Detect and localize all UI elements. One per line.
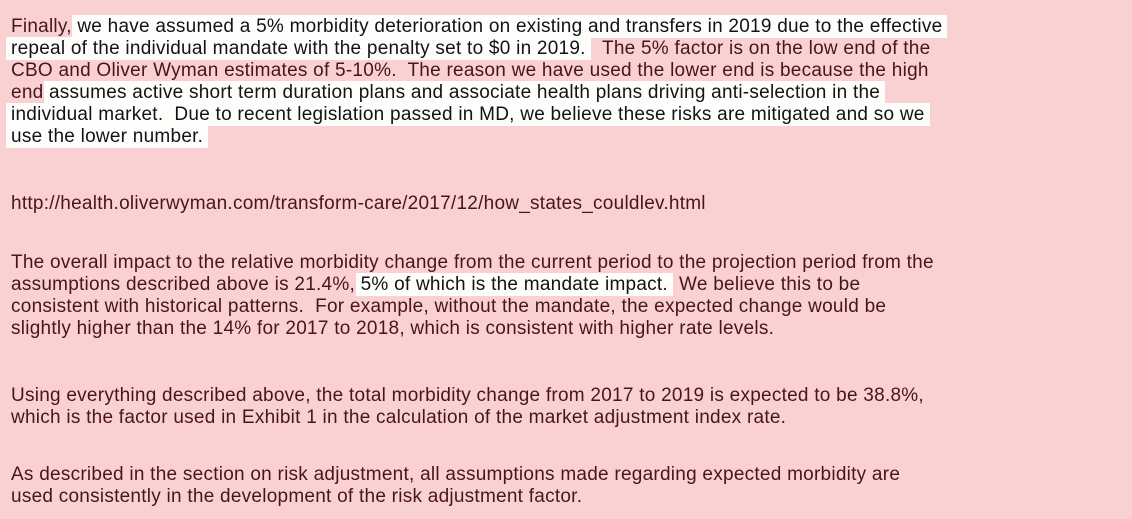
text-line: Finally, we have assumed a 5% morbidity … xyxy=(11,15,1122,38)
text-line: The overall impact to the relative morbi… xyxy=(11,252,1122,274)
source-url-paragraph: http://health.oliverwyman.com/transform-… xyxy=(11,193,1122,215)
text-line: Using everything described above, the to… xyxy=(11,385,1122,407)
document-text: Finally, we have assumed a 5% morbidity … xyxy=(6,15,1122,508)
text-line: assumptions described above is 21.4%, 5%… xyxy=(11,273,1122,296)
highlighted-text: we have assumed a 5% morbidity deteriora… xyxy=(72,15,948,38)
text-line: consistent with historical patterns. For… xyxy=(11,296,1122,318)
overall-impact-paragraph: The overall impact to the relative morbi… xyxy=(11,252,1122,340)
text-segment: http://health.oliverwyman.com/transform-… xyxy=(11,193,706,214)
text-segment: consistent with historical patterns. For… xyxy=(11,296,887,317)
text-line: CBO and Oliver Wyman estimates of 5-10%.… xyxy=(11,60,1122,82)
text-segment: Using everything described above, the to… xyxy=(11,385,924,406)
text-segment: used consistently in the development of … xyxy=(11,486,583,507)
mandate-morbidity-paragraph: Finally, we have assumed a 5% morbidity … xyxy=(6,15,1122,148)
text-segment: end xyxy=(11,82,49,103)
highlighted-text: repeal of the individual mandate with th… xyxy=(6,37,591,60)
risk-adjustment-paragraph: As described in the section on risk adju… xyxy=(11,464,1122,508)
text-segment: We believe this to be xyxy=(667,274,861,295)
highlighted-text: use the lower number. xyxy=(6,125,209,148)
text-line: end assumes active short term duration p… xyxy=(11,81,1122,104)
highlighted-text: assumes active short term duration plans… xyxy=(43,81,886,104)
text-segment: As described in the section on risk adju… xyxy=(11,464,901,485)
text-segment: slightly higher than the 14% for 2017 to… xyxy=(11,318,775,339)
text-line: use the lower number. xyxy=(6,125,1122,148)
text-line: which is the factor used in Exhibit 1 in… xyxy=(11,407,1122,429)
text-segment: The overall impact to the relative morbi… xyxy=(11,252,934,273)
total-morbidity-change-paragraph: Using everything described above, the to… xyxy=(11,385,1122,429)
text-line: repeal of the individual mandate with th… xyxy=(6,37,1122,60)
text-line: used consistently in the development of … xyxy=(11,486,1122,508)
text-line: http://health.oliverwyman.com/transform-… xyxy=(11,193,1122,215)
text-line: individual market. Due to recent legisla… xyxy=(6,103,1122,126)
text-segment: Finally, xyxy=(11,16,78,37)
text-segment: assumptions described above is 21.4%, xyxy=(11,274,361,295)
text-segment: The 5% factor is on the low end of the xyxy=(585,38,931,59)
text-segment: which is the factor used in Exhibit 1 in… xyxy=(11,407,787,428)
text-segment: CBO and Oliver Wyman estimates of 5-10%.… xyxy=(11,60,929,81)
text-line: As described in the section on risk adju… xyxy=(11,464,1122,486)
highlighted-text: individual market. Due to recent legisla… xyxy=(6,103,930,126)
highlighted-text: 5% of which is the mandate impact. xyxy=(355,273,673,296)
text-line: slightly higher than the 14% for 2017 to… xyxy=(11,318,1122,340)
